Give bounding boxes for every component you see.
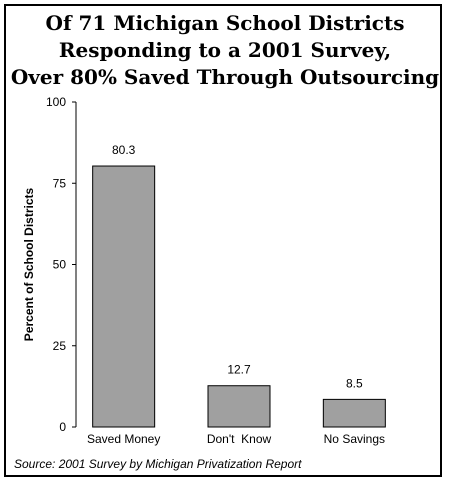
bar	[92, 165, 156, 428]
bar-value-label: 80.3	[112, 143, 136, 157]
x-category-label: No Savings	[324, 432, 385, 446]
chart-title: Of 71 Michigan School Districts Respondi…	[0, 10, 450, 91]
x-category-label: Saved Money	[87, 432, 160, 446]
bar-value-label: 12.7	[227, 363, 251, 377]
y-tick-label: 25	[53, 339, 67, 353]
source-note: Source: 2001 Survey by Michigan Privatiz…	[14, 457, 302, 471]
x-category-label: Don't Know	[207, 432, 272, 446]
y-tick-label: 75	[53, 176, 67, 190]
y-tick-label: 0	[59, 420, 66, 434]
chart-title-line-3: Over 80% Saved Through Outsourcing	[10, 65, 440, 89]
y-axis-title: Percent of School Districts	[22, 187, 36, 341]
chart-title-line-2: Responding to a 2001 Survey,	[58, 38, 392, 62]
bar	[207, 385, 271, 428]
y-tick-label: 100	[46, 95, 66, 109]
bar-value-label: 8.5	[346, 376, 363, 390]
bar	[322, 398, 386, 428]
chart-title-line-1: Of 71 Michigan School Districts	[45, 11, 405, 35]
y-tick-label: 50	[53, 258, 67, 272]
